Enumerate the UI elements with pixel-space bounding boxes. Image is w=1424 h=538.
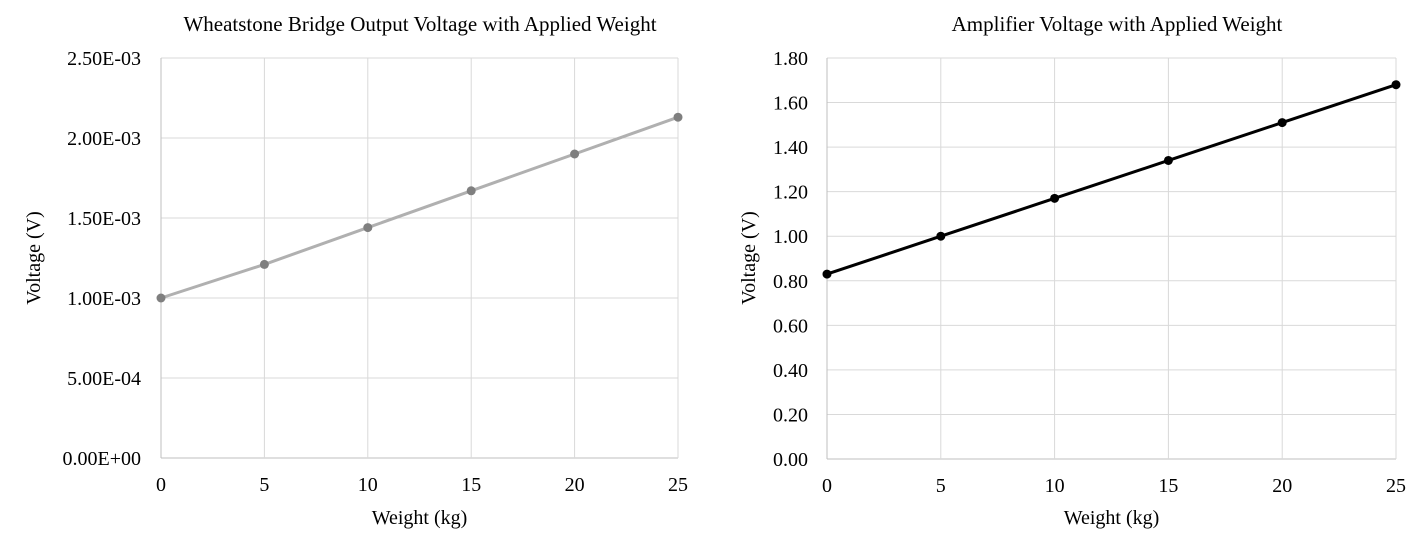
x-tick-label: 20 [565, 474, 585, 496]
y-tick-label: 1.60 [773, 93, 808, 115]
data-point [673, 112, 683, 122]
x-tick-label: 5 [936, 475, 946, 497]
x-tick-label: 25 [1386, 475, 1406, 497]
data-point [1391, 80, 1401, 90]
x-tick-label: 0 [156, 474, 166, 496]
x-tick-label: 25 [668, 474, 688, 496]
chart-title: Amplifier Voltage with Applied Weight [952, 12, 1283, 36]
x-tick-label: 10 [358, 474, 378, 496]
chart-title: Wheatstone Bridge Output Voltage with Ap… [183, 12, 656, 36]
y-tick-label: 2.00E-03 [67, 128, 141, 150]
y-tick-label: 0.60 [773, 315, 808, 337]
x-tick-label: 0 [822, 475, 832, 497]
y-tick-label: 1.00 [773, 226, 808, 248]
y-tick-label: 0.00 [773, 449, 808, 471]
data-point [466, 186, 476, 196]
y-tick-label: 5.00E-04 [67, 368, 141, 390]
y-tick-label: 1.50E-03 [67, 208, 141, 230]
y-tick-label: 0.80 [773, 271, 808, 293]
data-point [156, 293, 166, 303]
x-tick-label: 5 [259, 474, 269, 496]
y-axis-label: Voltage (V) [738, 211, 760, 305]
y-tick-label: 0.40 [773, 360, 808, 382]
y-tick-label: 0.20 [773, 404, 808, 426]
x-tick-label: 15 [461, 474, 481, 496]
amplifier-voltage-chart: 0.00 0.20 0.40 0.60 0.80 1.00 1.20 1.40 1.60 1.80… [738, 12, 1406, 529]
x-tick-label: 15 [1158, 475, 1178, 497]
data-point [936, 231, 946, 241]
data-point [570, 149, 580, 159]
y-tick-label: 0.00E+00 [63, 448, 142, 470]
data-point [822, 269, 832, 279]
y-tick-label: 1.40 [773, 137, 808, 159]
x-tick-label: 10 [1045, 475, 1065, 497]
series-line [160, 115, 679, 300]
y-tick-label: 2.50E-03 [67, 48, 141, 70]
data-point [363, 223, 373, 233]
y-tick-label: 1.80 [773, 48, 808, 70]
x-axis-label: Weight (kg) [1064, 507, 1160, 529]
data-point [1163, 155, 1173, 165]
y-axis-label: Voltage (V) [23, 211, 45, 305]
x-axis-label: Weight (kg) [372, 507, 468, 529]
series-line [826, 83, 1397, 276]
wheatstone-bridge-chart: 0.00E+00 5.00E-04 1.00E-03 1.50E-03 2.00E-03… [23, 12, 688, 529]
y-tick-label: 1.20 [773, 182, 808, 204]
data-point [1277, 118, 1287, 128]
y-tick-label: 1.00E-03 [67, 288, 141, 310]
x-tick-label: 20 [1272, 475, 1292, 497]
data-point [1050, 193, 1060, 203]
data-point [259, 259, 269, 269]
